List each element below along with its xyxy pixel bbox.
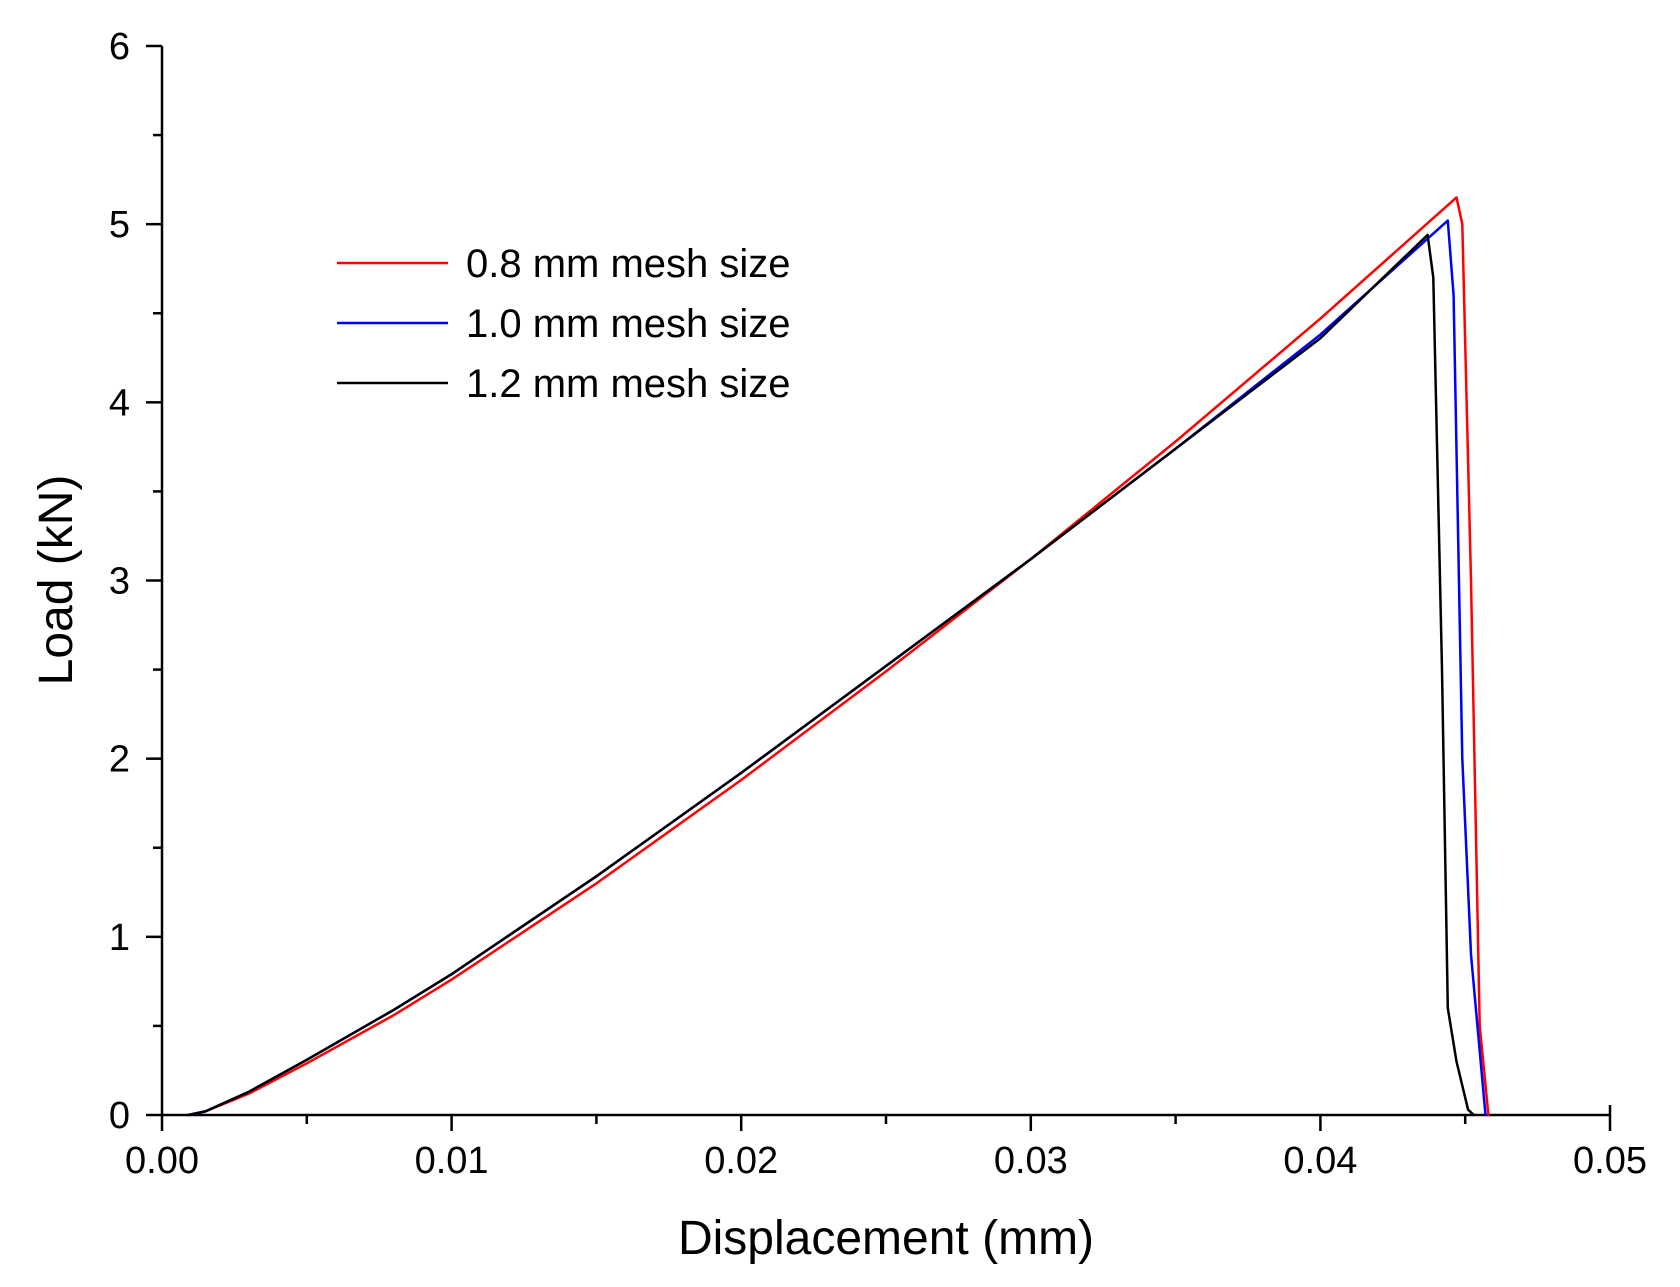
x-tick-label: 0.05 [1573,1140,1647,1182]
y-tick-label: 5 [109,204,130,246]
y-ticks: 0 1 2 3 4 5 6 [109,26,162,1137]
y-tick-label: 6 [109,26,130,68]
series-line-2 [186,219,1487,1117]
x-tick-label: 0.00 [125,1140,199,1182]
series-line-3 [186,233,1476,1117]
legend: 0.8 mm mesh size 1.0 mm mesh size 1.2 mm m… [337,242,791,406]
x-tick-label: 0.04 [1283,1140,1357,1182]
y-tick-label: 1 [109,917,130,959]
y-tick-label: 0 [109,1095,130,1137]
y-tick-label: 2 [109,739,130,781]
series-group [186,196,1490,1117]
x-tick-label: 0.01 [415,1140,489,1182]
x-axis-title: Displacement (mm) [678,1212,1094,1265]
y-tick-label: 3 [109,561,130,603]
axes [160,46,1612,1117]
x-tick-label: 0.03 [994,1140,1068,1182]
x-ticks: 0.00 0.01 0.02 0.03 0.04 0.05 [125,1115,1647,1182]
series-line-1 [186,196,1490,1117]
legend-label-3: 1.2 mm mesh size [466,362,791,406]
x-tick-label: 0.02 [704,1140,778,1182]
legend-label-2: 1.0 mm mesh size [466,302,791,346]
legend-label-1: 0.8 mm mesh size [466,242,791,286]
y-axis-title: Load (kN) [30,475,83,686]
y-tick-label: 4 [109,382,130,424]
